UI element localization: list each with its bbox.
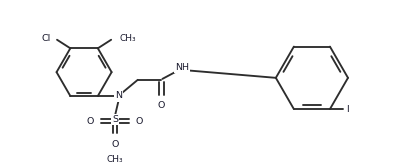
- Text: NH: NH: [175, 63, 189, 72]
- Text: O: O: [87, 117, 94, 126]
- Text: S: S: [112, 115, 118, 124]
- Text: N: N: [115, 92, 122, 101]
- Text: O: O: [136, 117, 143, 126]
- Text: O: O: [111, 140, 119, 149]
- Text: Cl: Cl: [41, 34, 50, 43]
- Text: CH₃: CH₃: [120, 34, 136, 43]
- Text: I: I: [346, 105, 349, 114]
- Text: O: O: [158, 101, 165, 110]
- Text: CH₃: CH₃: [107, 155, 123, 164]
